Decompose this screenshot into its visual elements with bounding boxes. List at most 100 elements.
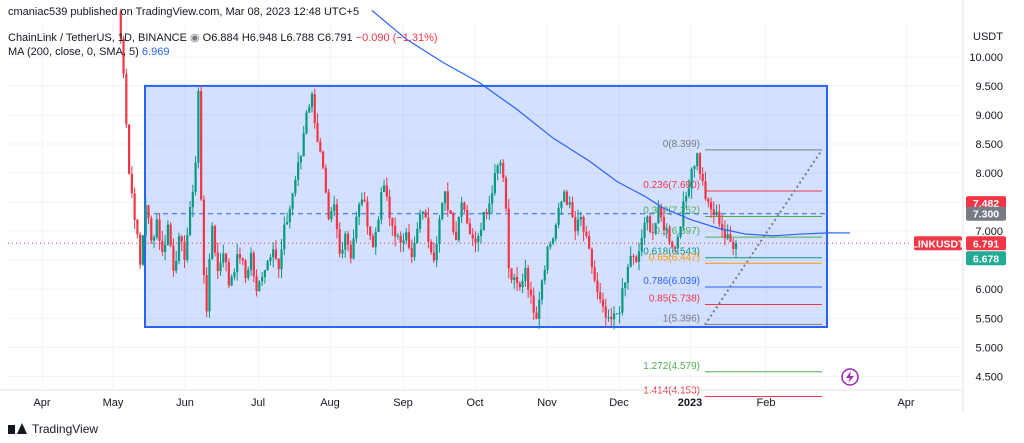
currency-unit[interactable]: USDT — [973, 31, 1003, 43]
candle-body — [576, 219, 580, 232]
price-tick: 6.000 — [975, 284, 1003, 296]
candle-body — [410, 247, 413, 258]
candle-body — [335, 204, 339, 230]
candle-body — [321, 151, 325, 168]
candle-body — [283, 224, 286, 250]
candle-body — [527, 268, 530, 290]
candle-body — [654, 222, 657, 234]
time-tick: Dec — [609, 397, 629, 409]
ma-label: MA (200, close, 0, SMA, 5) — [8, 46, 139, 58]
candle-body — [543, 269, 546, 281]
candle-body — [474, 238, 477, 243]
candle-body — [175, 260, 178, 271]
candle-body — [682, 201, 685, 227]
candle-body — [211, 226, 214, 259]
candle-body — [468, 223, 472, 235]
price-tick: 5.500 — [975, 313, 1003, 325]
candle-body — [571, 202, 574, 218]
candle-body — [405, 232, 408, 241]
candle-body — [382, 185, 386, 193]
fib-label: 1.272(4.579) — [643, 361, 700, 372]
candle-body — [249, 252, 253, 270]
candle-body — [723, 230, 727, 239]
candle-body — [734, 243, 738, 250]
candle-body — [308, 107, 311, 113]
candle-body — [166, 224, 169, 245]
candle-body — [227, 262, 230, 286]
candle-body — [341, 249, 344, 254]
candle-body — [685, 196, 688, 202]
candle-body — [493, 173, 496, 194]
eye-icon[interactable]: ◉ — [190, 32, 200, 44]
candle-body — [610, 316, 613, 320]
candle-body — [294, 179, 297, 194]
fib-label: 0.65(6.447) — [649, 252, 700, 263]
candle-body — [277, 258, 280, 270]
candle-body — [693, 166, 696, 169]
fib-label: 0.85(5.738) — [649, 293, 700, 304]
candle-body — [327, 192, 330, 220]
candle-body — [432, 252, 436, 261]
candle-body — [538, 299, 541, 319]
candle-body — [241, 258, 244, 261]
candle-body — [258, 281, 261, 292]
candle-body — [147, 205, 150, 219]
time-tick: May — [103, 397, 124, 409]
published-caption: cmaniac539 published on TradingView.com,… — [8, 6, 360, 18]
candle-body — [607, 316, 610, 318]
time-scale[interactable]: Apr May Jun Jul Aug Sep Oct Nov Dec 2023 Feb Apr — [33, 397, 914, 409]
candle-body — [477, 236, 480, 243]
candle-body — [582, 216, 585, 232]
candle-body — [302, 133, 305, 157]
candle-body — [144, 205, 147, 236]
candle-body — [216, 252, 219, 272]
price-tick: 8.000 — [975, 168, 1003, 180]
candle-body — [150, 218, 153, 241]
candle-body — [261, 277, 264, 282]
price-badge-bg — [966, 206, 1006, 221]
symbol-name: ChainLink / TetherUS, 1D, BINANCE — [8, 32, 187, 44]
candle-body — [563, 191, 566, 202]
candle-body — [460, 202, 463, 217]
candle-body — [122, 38, 125, 75]
candle-body — [222, 253, 225, 263]
candle-body — [363, 199, 366, 202]
candle-body — [660, 206, 663, 218]
time-tick: 2023 — [678, 397, 702, 409]
candle-body — [518, 283, 521, 288]
candle-body — [396, 235, 400, 237]
candle-body — [557, 207, 560, 225]
dotted-trendline[interactable] — [704, 149, 823, 326]
candle-body — [200, 90, 203, 200]
candle-body — [612, 313, 616, 320]
candle-body — [385, 185, 388, 197]
candle-body — [732, 241, 735, 250]
price-badge: 6.678 — [973, 253, 999, 265]
candle-body — [651, 231, 654, 234]
candle-body — [707, 199, 710, 202]
candle-body — [285, 222, 289, 225]
flash-icon[interactable] — [841, 368, 859, 386]
candle-body — [624, 282, 627, 289]
candle-body — [252, 252, 255, 277]
range-rectangle[interactable] — [144, 84, 828, 329]
candle-body — [402, 240, 405, 243]
candle-body — [427, 217, 430, 242]
candle-body — [560, 201, 563, 208]
time-tick: Jun — [176, 397, 194, 409]
candle-body — [233, 272, 236, 277]
candle-body — [588, 235, 591, 249]
candle-body — [377, 219, 380, 232]
candle-body — [230, 276, 233, 286]
candle-body — [515, 277, 519, 284]
candle-body — [485, 211, 488, 214]
candle-body — [333, 204, 336, 212]
candle-body — [482, 211, 485, 230]
candle-body — [172, 245, 175, 271]
candle-body — [191, 192, 194, 208]
candle-body — [471, 234, 474, 239]
candle-body — [574, 217, 577, 232]
candle-body — [136, 219, 139, 235]
price-badge: LINKUSDT — [911, 238, 965, 250]
